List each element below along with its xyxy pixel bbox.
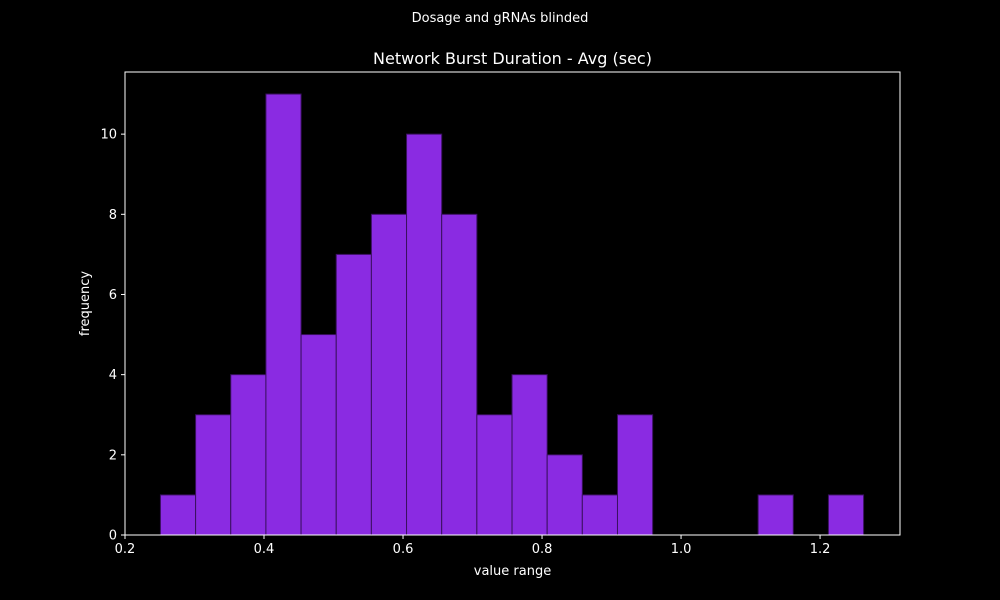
chart-title: Network Burst Duration - Avg (sec) [373,49,652,68]
histogram-bar [827,494,865,536]
x-axis-ticks: 0.2 0.4 0.6 0.8 1.0 1.2 [115,535,831,557]
histogram-bar [546,454,583,536]
y-axis-ticks: 0 2 4 6 8 10 [100,128,125,544]
y-tick-label: 10 [100,128,117,143]
axes-frame [124,71,901,536]
histogram-bar [511,374,548,536]
y-tick-label: 0 [109,529,117,544]
histogram-bar [757,494,794,536]
histogram-bar [370,213,408,536]
histogram-bar [476,414,513,536]
x-tick-label: 0.6 [393,542,414,557]
x-tick-label: 1.2 [810,542,831,557]
histogram-bar [406,133,443,536]
histogram-bar [300,334,337,536]
histogram-bar [441,213,478,536]
histogram-bar [195,414,232,536]
x-axis-label: value range [474,564,551,579]
x-tick-label: 0.2 [115,542,136,557]
y-axis-label: frequency [78,271,93,337]
x-tick-label: 1.0 [671,542,692,557]
histogram-bar [581,494,618,536]
y-tick-label: 6 [109,288,117,303]
y-tick-label: 2 [109,448,117,463]
histogram-bar [230,374,267,536]
histogram-bar [159,494,197,536]
x-tick-label: 0.4 [254,542,275,557]
histogram-bar [265,93,302,536]
histogram-bar [335,253,372,536]
histogram-bar [616,414,654,536]
x-tick-label: 0.8 [532,542,553,557]
bars-group [159,93,865,536]
y-tick-label: 8 [109,208,117,223]
y-tick-label: 4 [109,368,117,383]
figure-suptitle: Dosage and gRNAs blinded [412,11,589,26]
